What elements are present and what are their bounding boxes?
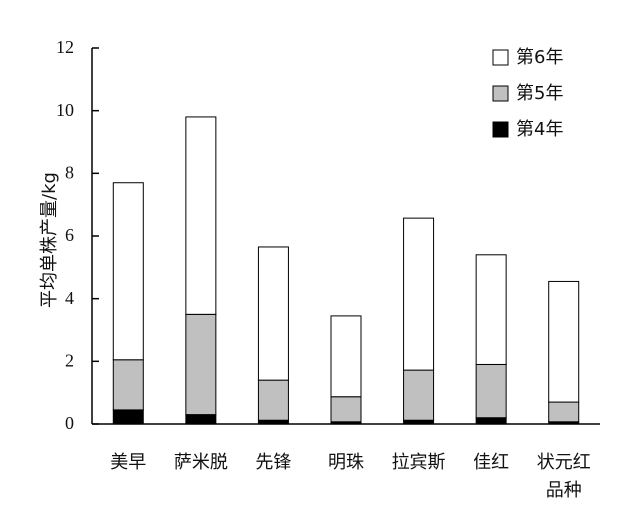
legend-label: 第6年 xyxy=(516,47,563,68)
category-label: 萨米脱 xyxy=(174,452,228,473)
bar-segment-4yr xyxy=(185,414,217,425)
bar-segment-6yr xyxy=(112,182,144,361)
category-label: 状元红 xyxy=(537,452,591,473)
y-tick-label: 0 xyxy=(65,413,74,433)
bar-segment-5yr xyxy=(548,401,580,423)
y-tick-label: 4 xyxy=(65,288,74,308)
category-label: 先锋 xyxy=(255,452,291,473)
bar-segment-6yr xyxy=(257,246,289,381)
legend-swatch xyxy=(492,121,509,138)
bar-segment-6yr xyxy=(403,217,435,371)
y-tick-label: 6 xyxy=(65,225,74,245)
bar-segment-4yr xyxy=(403,419,435,425)
category-label: 明珠 xyxy=(328,452,364,473)
y-tick-label: 2 xyxy=(65,350,74,370)
category-label: 品种 xyxy=(546,480,582,501)
bars xyxy=(112,116,580,425)
bar-segment-4yr xyxy=(257,419,289,425)
bar-segment-5yr xyxy=(403,369,435,421)
bar-segment-5yr xyxy=(330,396,362,423)
bar-segment-4yr xyxy=(112,409,144,425)
legend-label: 第5年 xyxy=(516,83,563,104)
bar-segment-5yr xyxy=(475,363,507,419)
y-tick-label: 12 xyxy=(56,37,74,57)
category-label: 拉宾斯 xyxy=(392,452,446,473)
bar-segment-6yr xyxy=(475,254,507,365)
bar-segment-6yr xyxy=(330,315,362,398)
bar-segment-5yr xyxy=(185,313,217,416)
bar-segment-6yr xyxy=(548,280,580,403)
bar-segment-5yr xyxy=(112,359,144,411)
legend-swatch xyxy=(492,49,509,66)
legend-swatch xyxy=(492,85,509,102)
legend-label: 第4年 xyxy=(516,119,563,140)
bar-segment-4yr xyxy=(475,417,507,425)
category-label: 佳红 xyxy=(473,452,509,473)
bar-segment-5yr xyxy=(257,379,289,421)
y-tick-label: 8 xyxy=(65,162,74,182)
bar-segment-6yr xyxy=(185,116,217,315)
y-axis-label: 平均单株产量/kg xyxy=(39,172,60,308)
y-tick-label: 10 xyxy=(56,100,74,120)
y-ticks: 0 2 4 6 8 10 12 xyxy=(56,37,99,433)
category-label: 美早 xyxy=(110,452,146,473)
